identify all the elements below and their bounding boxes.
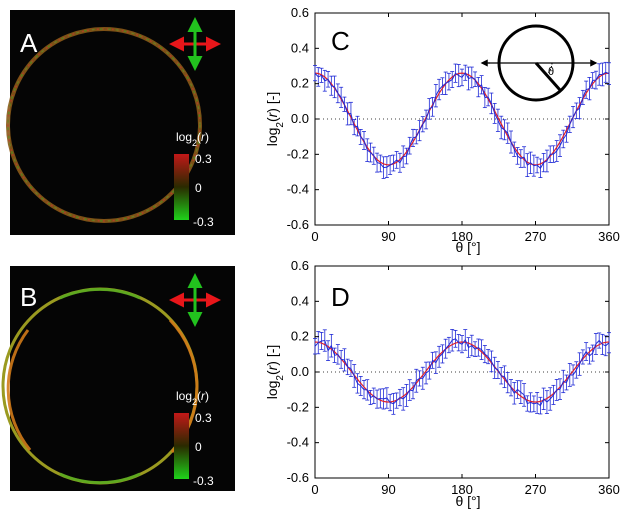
chart-d-xtick-label: 90 [381,482,395,497]
chart-c-xtick-label: 180 [451,229,473,244]
chart-c-data-line [314,71,610,170]
chart-c-ytick-label: -0.2 [287,146,309,161]
chart-c: 0 90 180 270 360 0.6 0.4 0.2 0.0 -0.2 -0.4 -0.6 C θ… [264,5,620,255]
panel-a-colorbar-mid: 0 [195,181,202,195]
panel-b: B log2(r) 0.3 0 -0.3 [1,266,235,491]
panel-a-colorbar-title: log2(r) [176,130,209,148]
chart-d-xtick-label: 360 [598,482,620,497]
panel-b-colorbar [174,413,189,479]
chart-c-ytick-label: 0.2 [291,76,309,91]
chart-d-ytick-label: 0.4 [291,293,309,308]
panel-a-colorbar [174,154,189,220]
chart-d-xtick-label: 270 [525,482,547,497]
chart-d-fit-line [314,341,610,403]
chart-c-fit-line [314,72,610,166]
chart-c-ticks: 0 90 180 270 360 0.6 0.4 0.2 0.0 -0.2 -0.4 -0.6 [287,5,620,244]
panel-b-colorbar-title: log2(r) [176,389,209,407]
inset-radius [534,62,562,91]
chart-c-xtick-label: 90 [381,229,395,244]
chart-c-xtick-label: 270 [525,229,547,244]
chart-d-ytick-label: -0.2 [287,399,309,414]
panel-b-letter: B [20,282,37,312]
chart-d-letter: D [331,282,350,312]
chart-d-ytick-label: 0.2 [291,329,309,344]
chart-d-ytick-label: -0.4 [287,435,309,450]
chart-c-xlabel: θ [°] [455,239,480,255]
chart-d-ylabel: log2(r) [-] [264,345,286,400]
chart-d-xtick-label: 180 [451,482,473,497]
chart-d-ticks: 0 90 180 270 360 0.6 0.4 0.2 0.0 -0.2 -0.4 -0.6 [287,258,620,497]
chart-c-letter: C [331,26,350,56]
chart-c-ylabel: log2(r) [-] [264,92,286,147]
panel-b-colorbar-max: 0.3 [195,411,212,425]
chart-d-ytick-label: 0.6 [291,258,309,273]
chart-c-xtick-label: 0 [311,229,318,244]
panel-a-colorbar-min: -0.3 [193,215,214,229]
chart-c-inset-schematic: θ [480,24,598,102]
chart-c-ytick-label: 0.4 [291,40,309,55]
chart-d-data-line [314,338,610,407]
chart-d-ytick-label: 0.0 [291,364,309,379]
chart-d-xtick-label: 0 [311,482,318,497]
panel-a-letter: A [20,28,38,58]
chart-c-ytick-label: 0.6 [291,5,309,20]
chart-c-ytick-label: -0.4 [287,182,309,197]
chart-d: 0 90 180 270 360 0.6 0.4 0.2 0.0 -0.2 -0.4 -0.6 D θ… [264,258,620,509]
inset-theta: θ [548,66,554,78]
panel-a: A log2(r) 0.3 0 -0.3 [6,10,235,235]
chart-d-xlabel: θ [°] [455,493,480,509]
chart-c-ytick-label: -0.6 [287,217,309,232]
chart-c-ytick-label: 0.0 [291,111,309,126]
panel-a-colorbar-max: 0.3 [195,152,212,166]
panel-b-colorbar-min: -0.3 [193,474,214,488]
panel-b-colorbar-mid: 0 [195,440,202,454]
chart-c-xtick-label: 360 [598,229,620,244]
chart-d-ytick-label: -0.6 [287,470,309,485]
